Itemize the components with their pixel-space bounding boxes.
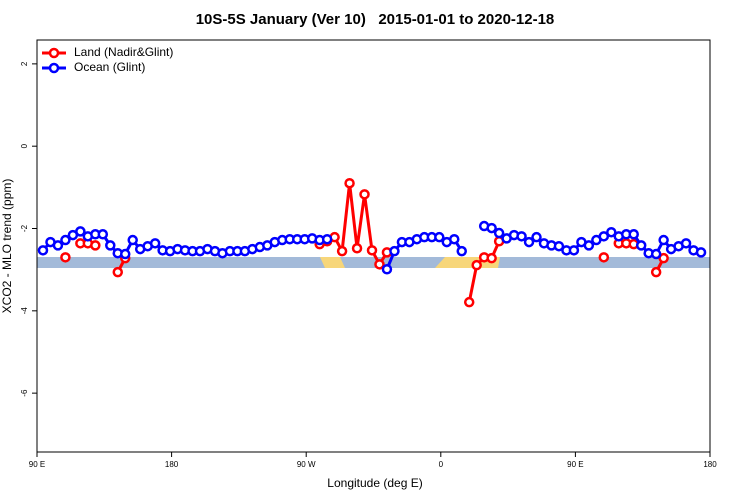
- x-tick-label: 90 E: [29, 460, 45, 469]
- legend-marker: [48, 47, 60, 59]
- data-point: [60, 234, 71, 246]
- data-point: [359, 189, 370, 200]
- x-tick-label: 90 E: [567, 460, 583, 469]
- data-point: [344, 177, 355, 189]
- data-point: [336, 245, 348, 257]
- data-point: [149, 238, 161, 249]
- x-tick-label: 0: [439, 460, 444, 469]
- data-point: [456, 245, 467, 257]
- data-point: [695, 247, 707, 258]
- data-point: [628, 229, 639, 240]
- data-point: [471, 259, 482, 271]
- y-tick-label: -6: [20, 389, 29, 397]
- y-tick-label: 2: [20, 61, 29, 66]
- data-point: [516, 231, 527, 242]
- x-tick-label: 90 W: [297, 460, 316, 469]
- x-axis-label: Longitude (deg E): [327, 476, 422, 490]
- data-point: [90, 240, 101, 251]
- data-point: [75, 226, 86, 237]
- data-point: [658, 234, 669, 246]
- data-point: [680, 238, 692, 249]
- data-point: [658, 252, 669, 264]
- y-tick-label: -4: [20, 307, 29, 315]
- data-point: [598, 231, 610, 242]
- data-point: [434, 231, 445, 243]
- data-point: [635, 240, 647, 251]
- plot-frame: [36, 39, 711, 453]
- data-point: [112, 266, 124, 278]
- data-point: [351, 243, 363, 254]
- data-point: [127, 234, 138, 246]
- data-point: [389, 245, 400, 257]
- legend-label: Land (Nadir&Glint): [74, 45, 173, 59]
- data-point: [97, 229, 109, 240]
- data-point: [52, 240, 64, 251]
- land-band: [320, 257, 345, 268]
- legend-marker: [48, 62, 60, 74]
- data-point: [523, 236, 535, 248]
- data-point: [463, 296, 475, 308]
- data-point: [598, 252, 610, 263]
- data-point: [583, 240, 595, 251]
- data-point: [606, 226, 617, 238]
- data-point: [105, 240, 116, 251]
- data-point: [531, 231, 542, 243]
- y-tick-label: 0: [20, 143, 29, 148]
- x-tick-label: 180: [703, 460, 717, 469]
- surface-band: [37, 257, 710, 268]
- data-point: [381, 264, 393, 275]
- data-point: [60, 252, 71, 263]
- data-point: [119, 248, 131, 260]
- data-point: [374, 259, 385, 270]
- data-point: [321, 233, 333, 245]
- data-point: [366, 245, 378, 256]
- data-point: [553, 240, 565, 252]
- y-axis-label: XCO2 - MLO trend (ppm): [0, 179, 14, 314]
- x-tick-label: 180: [165, 460, 179, 469]
- legend-label: Ocean (Glint): [74, 60, 145, 74]
- data-point: [37, 245, 49, 256]
- data-point: [568, 245, 580, 256]
- y-tick-label: -2: [20, 224, 29, 232]
- data-point: [493, 227, 505, 239]
- data-point: [486, 252, 497, 264]
- data-point: [486, 222, 497, 234]
- data-point: [650, 266, 662, 278]
- chart-title: 10S-5S January (Ver 10) 2015-01-01 to 20…: [196, 11, 555, 28]
- data-point: [449, 233, 460, 245]
- data-point: [650, 248, 662, 260]
